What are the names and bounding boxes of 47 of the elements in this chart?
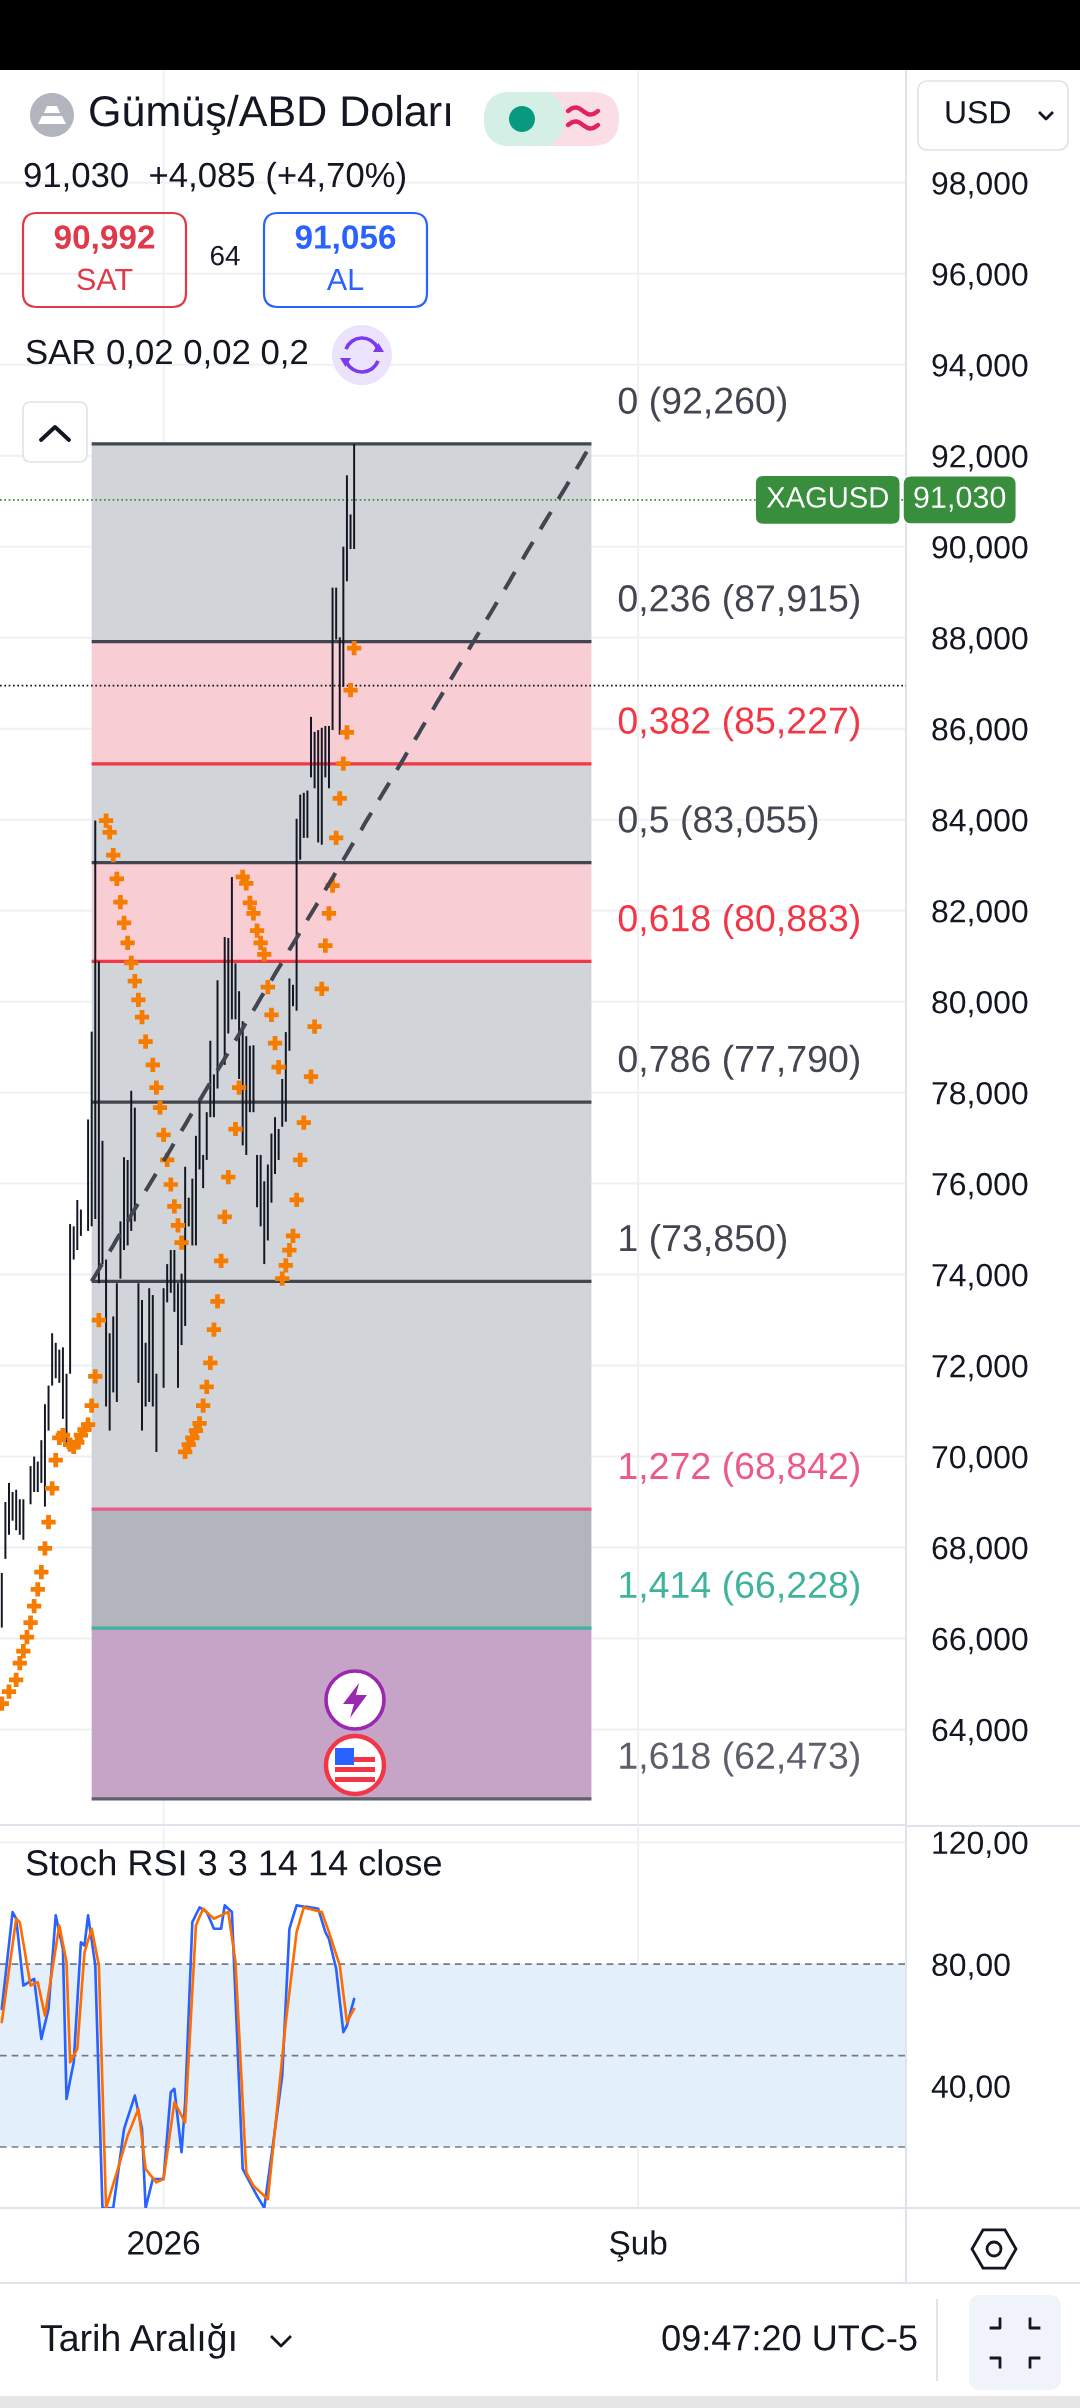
ref-line-label: 0,382 (85,227) xyxy=(618,706,859,742)
annotation: XAGUSD xyxy=(766,487,888,508)
y-tick-label: 76,000 xyxy=(932,1172,1028,1200)
text: Gümüş/ABD Doları xyxy=(90,94,450,136)
ref-line-label: 0,236 (87,915) xyxy=(618,584,859,620)
y-tick-label: 84,000 xyxy=(932,808,1028,836)
ref-line-label: 0,5 (83,055) xyxy=(618,805,818,841)
ref-line-label: 91,030 xyxy=(914,486,1006,512)
y-tick-label: 80,00 xyxy=(932,1953,1010,1980)
ref-line-label: 0 (92,260) xyxy=(618,386,787,422)
annotation: SAT xyxy=(77,268,133,291)
ref-line-label: 0,786 (77,790) xyxy=(618,1044,859,1080)
y-tick-label: 40,00 xyxy=(931,2075,1010,2102)
annotation: 64 xyxy=(210,245,240,266)
x-tick-label: 2026 xyxy=(128,2231,200,2255)
text: 09:47:20 UTC-5 xyxy=(662,2325,917,2351)
text: Tarih Aralığı xyxy=(40,2323,235,2359)
text: USD xyxy=(946,100,1010,124)
ref-line-label: 1,618 (62,473) xyxy=(620,1741,859,1777)
ref-line-label: 0,618 (80,883) xyxy=(618,903,859,939)
y-tick-label: 88,000 xyxy=(932,626,1028,654)
y-tick-label: 120,00 xyxy=(933,1831,1028,1858)
y-tick-label: 94,000 xyxy=(932,354,1028,381)
ref-line-label: 1,414 (66,228) xyxy=(620,1570,859,1606)
y-tick-label: 86,000 xyxy=(932,717,1028,745)
annotation: 91,056 xyxy=(295,225,396,254)
y-tick-label: 72,000 xyxy=(932,1354,1028,1382)
y-tick-label: 78,000 xyxy=(932,1081,1028,1109)
ref-line-label: 1,272 (68,842) xyxy=(620,1451,859,1487)
text: 91,030 +4,085 (+4,70%) xyxy=(24,161,406,195)
y-tick-label: 90,000 xyxy=(932,536,1028,563)
y-tick-label: 70,000 xyxy=(932,1445,1028,1473)
y-tick-label: 80,000 xyxy=(932,990,1028,1018)
y-tick-label: 66,000 xyxy=(932,1627,1028,1655)
y-tick-label: 74,000 xyxy=(932,1263,1028,1291)
y-tick-label: 98,000 xyxy=(932,172,1028,199)
annotation: SAR 0,02 0,02 0,2 xyxy=(26,339,308,369)
y-tick-label: 68,000 xyxy=(932,1536,1028,1564)
chart-title: Stoch RSI 3 3 14 14 close xyxy=(26,1849,441,1876)
y-tick-label: 96,000 xyxy=(932,263,1028,290)
y-tick-label: 64,000 xyxy=(932,1718,1028,1746)
y-tick-label: 82,000 xyxy=(932,899,1028,927)
x-tick-label: Şub xyxy=(610,2230,667,2262)
annotation: AL xyxy=(326,268,364,290)
annotation: 90,992 xyxy=(54,225,155,254)
y-tick-label: 92,000 xyxy=(932,445,1028,472)
ref-line-label: 1 (73,850) xyxy=(620,1223,787,1259)
